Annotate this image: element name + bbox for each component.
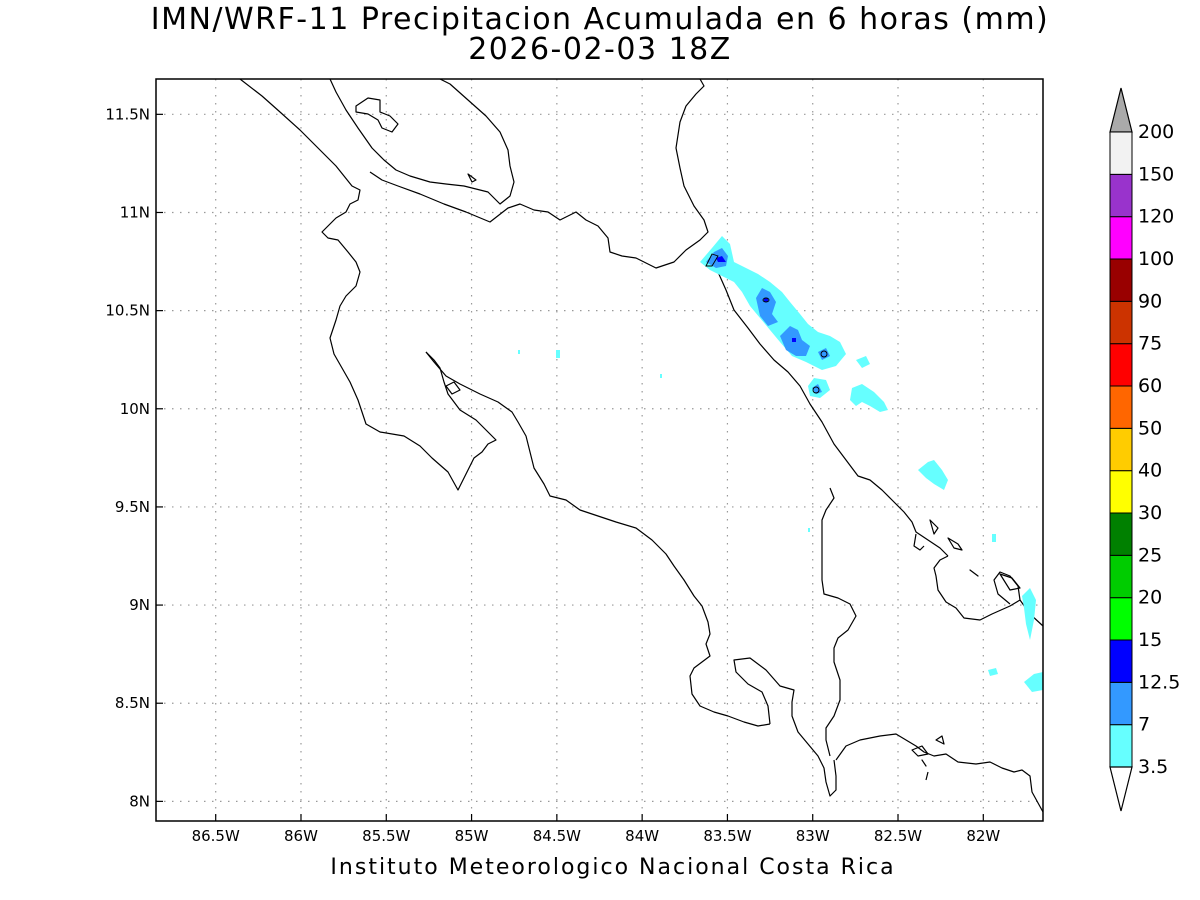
lon-tick-label: 83W [796, 827, 830, 845]
colorbar-level-label: 50 [1138, 417, 1162, 439]
border-costarica-panama [821, 487, 857, 757]
border-nicaragua-costarica [369, 79, 709, 269]
colorbar-swatch [1109, 343, 1133, 387]
map-grid [156, 79, 1043, 821]
lon-tick-label: 85.5W [362, 827, 410, 845]
footer-credit: Instituto Meteorologico Nacional Costa R… [330, 855, 896, 880]
coastline-panama-islands [911, 735, 945, 781]
colorbar-over-arrow [1109, 87, 1133, 133]
lat-tick-label: 8N [129, 792, 150, 810]
lon-tick-label: 82.5W [874, 827, 922, 845]
lon-tick-label: 82W [966, 827, 1000, 845]
colorbar-swatch [1109, 639, 1133, 683]
colorbar-level-label: 12.5 [1138, 671, 1180, 693]
island-lake-small [467, 173, 477, 183]
lon-tick-label: 86.5W [192, 827, 240, 845]
colorbar-swatch [1109, 554, 1133, 599]
colorbar-swatch [1109, 724, 1133, 768]
coastline-osa [733, 657, 837, 797]
colorbar-swatch [1109, 131, 1133, 175]
colorbar-swatch [1109, 470, 1133, 514]
lake-nicaragua [329, 79, 515, 205]
colorbar-swatch [1109, 258, 1133, 302]
lon-tick-label: 85W [455, 827, 489, 845]
lon-tick-label: 84.5W [533, 827, 581, 845]
map-title: IMN/WRF-11 Precipitacion Acumulada en 6 … [150, 2, 1050, 37]
colorbar-level-label: 120 [1138, 206, 1174, 228]
colorbar-swatch [1109, 216, 1133, 260]
colorbar-level-label: 15 [1138, 629, 1162, 651]
lon-tick-label: 83.5W [703, 827, 751, 845]
lon-tick-label: 84W [625, 827, 659, 845]
colorbar-swatch [1109, 597, 1133, 641]
coastline-nicoya-gulf [425, 351, 771, 727]
precipitation-shading [518, 236, 1043, 692]
island-chira [445, 381, 461, 395]
colorbar-swatch [1109, 385, 1133, 429]
colorbar: 3.5 7 12.5 15 20 25 30 40 50 60 75 90 100 120 150 200 [1109, 87, 1180, 812]
colorbar-swatch [1109, 300, 1133, 345]
colorbar-level-label: 30 [1138, 502, 1162, 524]
colorbar-level-label: 40 [1138, 460, 1162, 482]
coastline-bocas-islands [913, 519, 1021, 591]
colorbar-level-label: 20 [1138, 587, 1162, 609]
colorbar-under-arrow [1109, 766, 1133, 812]
lat-tick-label: 11.5N [105, 105, 150, 123]
colorbar-level-label: 25 [1138, 544, 1162, 566]
island-ometepe [355, 97, 399, 133]
colorbar-level-label: 100 [1138, 248, 1174, 270]
lat-tick-label: 10.5N [105, 302, 150, 320]
colorbar-level-label: 7 [1138, 714, 1150, 736]
lon-tick-label: 86W [284, 827, 318, 845]
colorbar-swatch [1109, 681, 1133, 726]
colorbar-level-label: 3.5 [1138, 756, 1168, 778]
lat-tick-label: 9.5N [115, 498, 150, 516]
map-frame [155, 78, 1044, 822]
colorbar-level-label: 90 [1138, 290, 1162, 312]
map-datetime: 2026-02-03 18Z [468, 32, 732, 67]
colorbar-level-label: 200 [1138, 121, 1174, 143]
lat-tick-label: 9N [129, 596, 150, 614]
colorbar-level-label: 150 [1138, 163, 1174, 185]
colorbar-level-label: 60 [1138, 375, 1162, 397]
lat-tick-label: 8.5N [115, 694, 150, 712]
map-axes: 86.5W 86W 85.5W 85W 84.5W 84W 83.5W 83W 82.5W 82W… [105, 105, 1000, 845]
colorbar-swatch [1109, 173, 1133, 218]
coastline-pacific-north [239, 79, 497, 491]
colorbar-level-label: 75 [1138, 333, 1162, 355]
lat-tick-label: 10N [120, 400, 150, 418]
coastline-caribbean [707, 261, 949, 557]
colorbar-swatch [1109, 512, 1133, 556]
coastline-panama-pacific [835, 733, 1043, 813]
lat-tick-label: 11N [120, 203, 150, 221]
colorbar-swatch [1109, 427, 1133, 472]
